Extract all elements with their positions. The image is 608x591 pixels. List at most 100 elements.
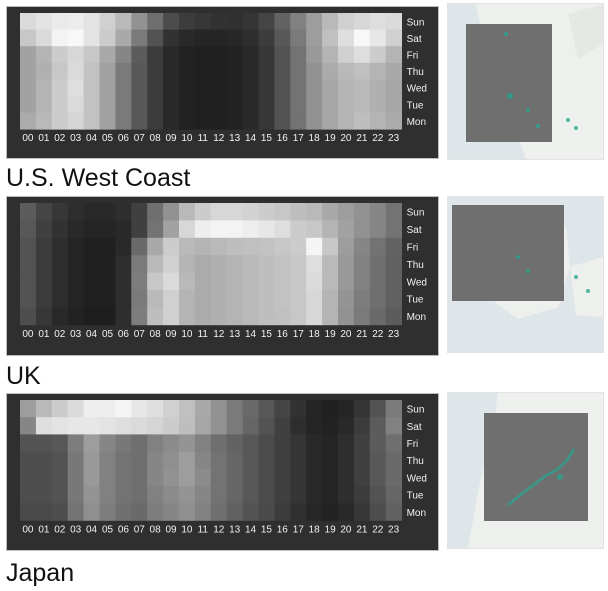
heatmap-cell <box>242 203 259 221</box>
heatmap-cell <box>210 112 228 130</box>
heatmap-cell <box>385 434 402 452</box>
heatmap-cell <box>83 29 100 47</box>
heatmap-cell <box>83 434 100 452</box>
heatmap-cell <box>20 220 37 239</box>
heatmap-cell <box>51 290 69 308</box>
heatmap-cell <box>226 451 243 470</box>
heatmap-cell <box>147 307 164 326</box>
heatmap-cell <box>179 451 196 470</box>
heatmap-cell <box>99 237 116 256</box>
heatmap-cell <box>385 237 402 256</box>
heatmap-cell <box>226 112 243 130</box>
heatmap-cell <box>338 503 355 521</box>
heatmap-cell <box>274 468 291 487</box>
heatmap-cell <box>67 62 84 80</box>
heatmap-cell <box>131 400 148 418</box>
hour-tick-label: 10 <box>181 133 193 144</box>
heatmap-cell <box>353 29 371 47</box>
heatmap-cell <box>385 503 402 521</box>
heatmap-cell <box>306 220 323 239</box>
map-image-uk <box>448 197 603 352</box>
heatmap-cell <box>385 203 402 221</box>
hour-tick-label: 10 <box>181 524 193 535</box>
heatmap-cell <box>163 307 180 326</box>
heatmap-cell <box>385 255 402 273</box>
heatmap-cell <box>226 237 243 256</box>
heatmap-cell <box>290 79 307 97</box>
heatmap-cell <box>51 29 69 47</box>
heatmap-cell <box>163 203 180 221</box>
heatmap-cell <box>179 237 196 256</box>
heatmap-cell <box>115 451 132 470</box>
day-tick-label: Wed <box>407 84 427 95</box>
hour-tick-label: 01 <box>38 133 50 144</box>
heatmap-cell <box>210 96 228 113</box>
heatmap-cell <box>115 307 132 326</box>
heatmap-cell <box>210 62 228 80</box>
heatmap-cell <box>115 290 132 308</box>
heatmap-cell <box>258 417 275 435</box>
hour-tick-label: 06 <box>118 524 130 535</box>
heatmap-cell <box>131 62 148 80</box>
heatmap-cell <box>210 79 228 97</box>
heatmap-cell <box>338 96 355 113</box>
heatmap-cell <box>115 220 132 239</box>
heatmap-cell <box>194 79 212 97</box>
heatmap-cell <box>194 400 212 418</box>
heatmap-cell <box>131 486 148 504</box>
heatmap-cell <box>179 79 196 97</box>
heatmap-cell <box>194 290 212 308</box>
heatmap-cell <box>322 307 339 326</box>
heatmap-cell <box>20 290 37 308</box>
heatmap-cell <box>147 13 164 30</box>
hour-tick-label: 03 <box>70 524 82 535</box>
heatmap-cell <box>179 29 196 47</box>
heatmap-cell <box>258 112 275 130</box>
hour-tick-label: 01 <box>38 329 50 340</box>
heatmap-cell <box>83 237 100 256</box>
hour-tick-label: 07 <box>134 133 146 144</box>
heatmap-cell <box>385 290 402 308</box>
map-japan <box>447 392 604 549</box>
heatmap-cell <box>242 79 259 97</box>
heatmap-cell <box>67 13 84 30</box>
heatmap-cell <box>20 62 37 80</box>
heatmap-cell <box>338 307 355 326</box>
heatmap-cell <box>226 96 243 113</box>
heatmap-cell <box>35 417 53 435</box>
heatmap-cell <box>131 29 148 47</box>
heatmap-cell <box>369 220 387 239</box>
heatmap-cell <box>51 503 69 521</box>
heatmap-cell <box>353 13 371 30</box>
heatmap-cell <box>194 255 212 273</box>
heatmap-cell <box>163 486 180 504</box>
heatmap-cell <box>369 255 387 273</box>
hour-tick-label: 19 <box>325 329 337 340</box>
heatmap-cell <box>179 434 196 452</box>
heatmap-cell <box>35 13 53 30</box>
heatmap-cell <box>322 486 339 504</box>
heatmap-cell <box>338 46 355 64</box>
heatmap-cell <box>83 96 100 113</box>
heatmap-cell <box>20 468 37 487</box>
heatmap-cell <box>385 272 402 291</box>
heatmap-cell <box>210 255 228 273</box>
heatmap-cell <box>51 486 69 504</box>
heatmap-cell <box>99 220 116 239</box>
heatmap-cell <box>99 272 116 291</box>
heatmap-cell <box>20 13 37 30</box>
heatmap-cell <box>115 13 132 30</box>
heatmap-cell <box>290 203 307 221</box>
heatmap-cell <box>242 272 259 291</box>
region-label-japan: Japan <box>6 559 75 587</box>
heatmap-cell <box>115 503 132 521</box>
heatmap-cell <box>306 112 323 130</box>
heatmap-cell <box>20 486 37 504</box>
heatmap-cell <box>242 46 259 64</box>
heatmap-cell <box>194 29 212 47</box>
heatmap-cell <box>131 96 148 113</box>
heatmap-cell <box>83 272 100 291</box>
hour-tick-label: 22 <box>372 524 384 535</box>
heatmap-cell <box>322 503 339 521</box>
heatmap-cell <box>20 272 37 291</box>
